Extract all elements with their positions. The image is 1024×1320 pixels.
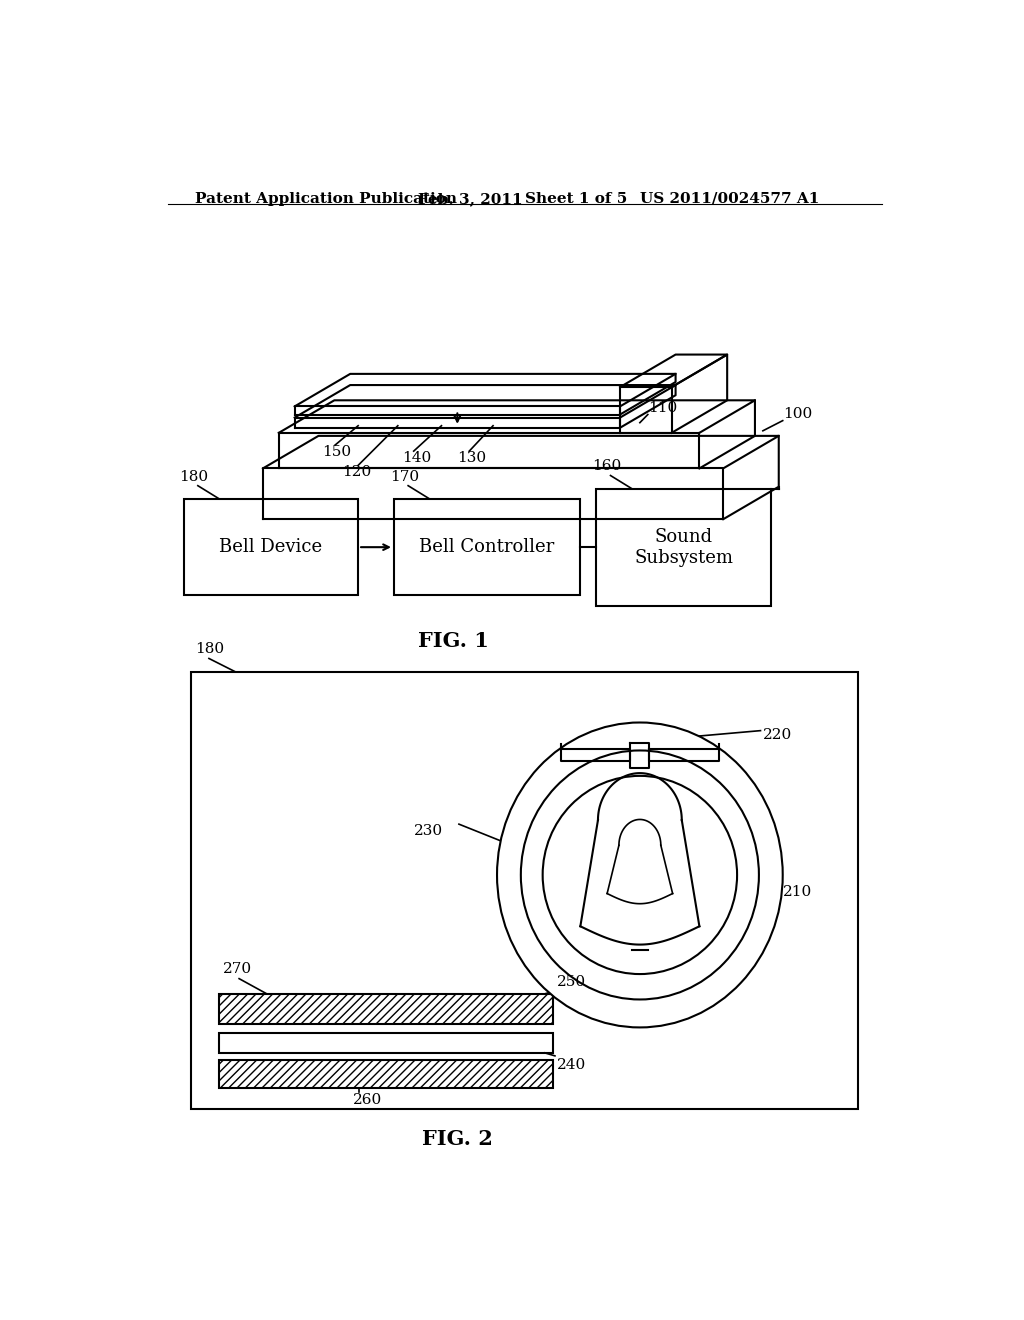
Ellipse shape [497, 722, 782, 1027]
Text: 230: 230 [414, 824, 442, 838]
Text: 270: 270 [223, 961, 252, 975]
Text: 170: 170 [390, 470, 419, 483]
Bar [183, 499, 358, 595]
Text: 250: 250 [557, 974, 586, 989]
Bar [219, 994, 553, 1024]
Bar [219, 1060, 553, 1089]
Bar [219, 1032, 553, 1053]
Bar [394, 499, 581, 595]
Text: 220: 220 [763, 727, 793, 742]
Text: 180: 180 [196, 643, 224, 656]
Text: 110: 110 [648, 400, 677, 414]
Ellipse shape [521, 751, 759, 999]
Bar [219, 1060, 553, 1089]
Text: US 2011/0024577 A1: US 2011/0024577 A1 [640, 191, 819, 206]
Text: 260: 260 [352, 1093, 382, 1107]
Bar [596, 488, 771, 606]
Text: Bell Device: Bell Device [219, 539, 323, 556]
Text: Patent Application Publication: Patent Application Publication [196, 191, 458, 206]
Text: Bell Controller: Bell Controller [420, 539, 555, 556]
Text: 100: 100 [782, 407, 812, 421]
Text: 160: 160 [592, 459, 622, 474]
Bar [191, 672, 858, 1109]
Text: 140: 140 [401, 451, 431, 465]
Text: FIG. 1: FIG. 1 [418, 631, 488, 651]
Text: 120: 120 [342, 466, 372, 479]
Text: 180: 180 [179, 470, 209, 483]
Text: FIG. 2: FIG. 2 [422, 1129, 493, 1150]
Text: 210: 210 [782, 886, 812, 899]
Text: 130: 130 [458, 451, 486, 465]
Text: 150: 150 [323, 445, 351, 459]
Text: 240: 240 [557, 1057, 586, 1072]
Text: Sheet 1 of 5: Sheet 1 of 5 [524, 191, 627, 206]
Text: Sound
Subsystem: Sound Subsystem [634, 528, 733, 566]
Text: Feb. 3, 2011: Feb. 3, 2011 [418, 191, 522, 206]
Ellipse shape [543, 776, 737, 974]
Bar [219, 994, 553, 1024]
